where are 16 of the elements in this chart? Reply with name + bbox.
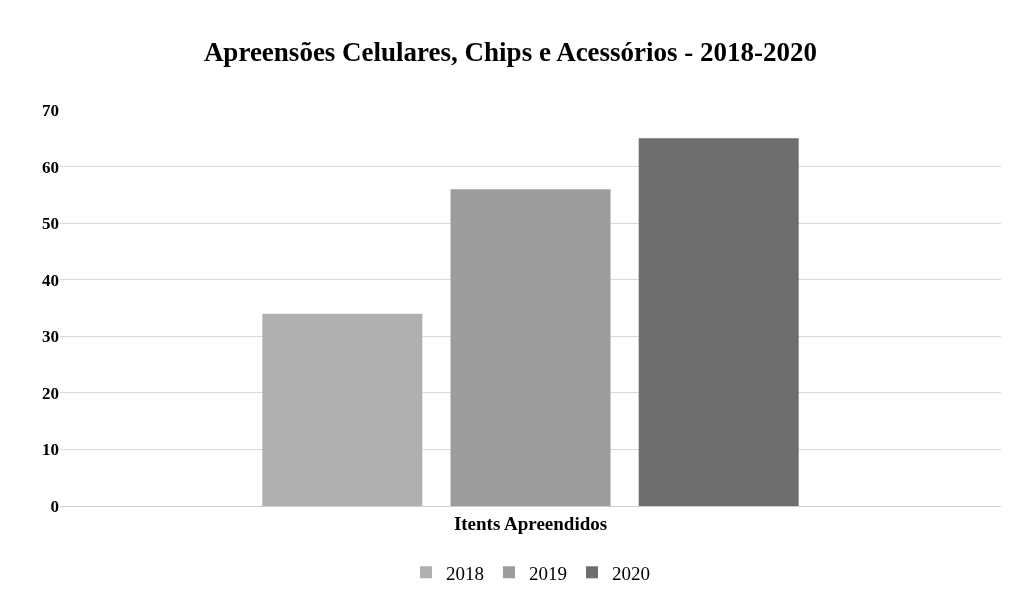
bar [638, 138, 799, 506]
chart-title: Apreensões Celulares, Chips e Acessórios - 2018-2020 [203, 37, 818, 68]
y-tick-label: 50 [42, 214, 59, 234]
y-tick-label: 60 [42, 157, 59, 177]
y-tick-label: 40 [42, 270, 59, 290]
legend-label: 2020 [612, 562, 650, 584]
y-tick-label: 10 [42, 440, 59, 460]
legend-label: 2018 [446, 562, 484, 584]
bar [262, 313, 423, 506]
x-tick-label: Itents Apreendidos [453, 512, 608, 534]
y-tick-label: 30 [42, 327, 59, 347]
y-tick-label: 0 [50, 496, 59, 516]
y-tick-label: 20 [42, 383, 59, 403]
y-tick-label: 70 [42, 100, 59, 120]
legend-label: 2019 [529, 562, 567, 584]
bar [450, 189, 611, 506]
